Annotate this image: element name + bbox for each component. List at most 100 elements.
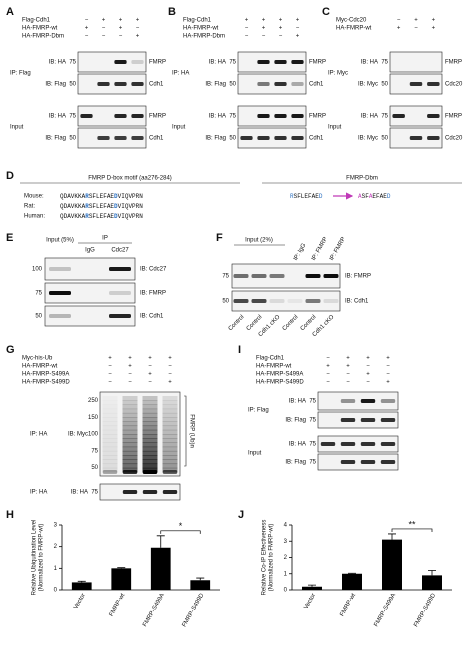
- error-bar: [428, 570, 436, 576]
- mw-label: 50: [91, 465, 98, 471]
- mw-label: 75: [229, 60, 236, 66]
- sequence-part: R: [85, 193, 89, 200]
- bar: [342, 573, 362, 590]
- treatment-sign: −: [168, 364, 172, 370]
- smear: [122, 455, 138, 460]
- ib-label: IB: Cdc27: [140, 267, 167, 273]
- treatment-sign: +: [397, 26, 401, 32]
- panel-letter: G: [6, 344, 15, 356]
- band: [274, 114, 287, 118]
- band: [409, 82, 423, 86]
- smear: [103, 396, 118, 401]
- smear: [102, 429, 118, 435]
- band: [360, 399, 376, 403]
- error-bar: [156, 535, 165, 548]
- smear: [122, 400, 138, 405]
- treatment-sign: −: [102, 26, 106, 32]
- treatment-sign: +: [386, 356, 390, 362]
- y-axis-label: Relative Co-IP Effectiveness: [262, 520, 268, 596]
- band: [97, 136, 110, 140]
- ib-label: IB: Cdh1: [345, 299, 369, 305]
- blot: [44, 282, 136, 304]
- treatment-label: HA-FMRP-Dbm: [22, 34, 64, 40]
- mw-label: 75: [309, 442, 316, 448]
- band: [109, 314, 131, 318]
- band: [142, 490, 158, 494]
- treatment-sign: +: [168, 356, 172, 362]
- treatment-sign: +: [262, 18, 266, 24]
- band: [274, 82, 287, 86]
- band: [251, 299, 267, 303]
- sequence-part: SFLEFAE: [89, 203, 115, 210]
- band: [269, 274, 285, 278]
- band: [380, 442, 396, 446]
- smear: [142, 455, 158, 460]
- sequence-part: VIQVPRN: [118, 203, 144, 210]
- smear: [122, 396, 138, 401]
- treatment-sign: −: [386, 372, 390, 378]
- smear: [162, 408, 178, 414]
- smear: [162, 396, 178, 401]
- x-tick-label: FMRP-wt: [339, 593, 357, 618]
- smear: [142, 438, 158, 443]
- treatment-sign: −: [326, 356, 330, 362]
- group-label: Input: [328, 125, 342, 131]
- treatment-sign: +: [326, 364, 330, 370]
- band: [409, 136, 423, 140]
- smear: [122, 408, 138, 414]
- smear: [142, 421, 158, 427]
- treatment-sign: +: [432, 26, 436, 32]
- group-label: IP: HA: [172, 71, 189, 77]
- band: [233, 274, 249, 278]
- panel-letter: D: [6, 170, 14, 182]
- treatment-sign: −: [108, 364, 112, 370]
- protein-label: FMRP: [309, 60, 326, 66]
- treatment-sign: +: [245, 18, 249, 24]
- band: [380, 418, 396, 422]
- sequence-part: QDAVKKA: [60, 193, 86, 200]
- treatment-label: Flag-Cdh1: [183, 18, 212, 24]
- group-label: IP: Flag: [10, 71, 31, 77]
- band: [360, 442, 376, 446]
- treatment-label: HA-FMRP-Dbm: [183, 34, 225, 40]
- band: [257, 114, 270, 118]
- band: [102, 470, 118, 474]
- x-tick-label: Vector: [303, 593, 317, 611]
- error-bar: [77, 580, 86, 583]
- band: [427, 114, 440, 118]
- ib-label: IB: Myc: [68, 432, 88, 438]
- sequence: RSFLEFAED: [290, 193, 323, 200]
- sequence: QDAVKKARSFLEFAEDVIQVPRN: [60, 203, 143, 210]
- treatment-label: HA-FMRP-S499D: [256, 380, 304, 386]
- treatment-sign: +: [432, 18, 436, 24]
- group-label: IP: HA: [30, 490, 47, 496]
- smear: [122, 429, 138, 435]
- protein-label: FMRP: [445, 114, 462, 120]
- band: [257, 82, 270, 86]
- significance-bracket: [160, 530, 201, 534]
- treatment-sign: −: [279, 34, 283, 40]
- treatment-sign: +: [128, 356, 132, 362]
- lane-label: Cdc27: [111, 248, 129, 254]
- mw-label: 100: [88, 432, 99, 438]
- panel-letter: F: [216, 232, 223, 244]
- treatment-label: Flag-Cdh1: [256, 356, 285, 362]
- band: [114, 82, 127, 86]
- treatment-sign: −: [414, 26, 418, 32]
- band: [122, 470, 138, 474]
- smear: [102, 442, 118, 448]
- x-tick-label: FMRP-S499D: [181, 592, 205, 628]
- sequence-part: SF: [362, 193, 370, 200]
- band: [114, 60, 127, 64]
- ib-label: IB: Myc: [358, 82, 378, 88]
- treatment-sign: −: [102, 34, 106, 40]
- treatment-sign: −: [296, 26, 300, 32]
- smear: [162, 417, 178, 422]
- smear: [142, 412, 158, 418]
- mw-label: 50: [229, 82, 236, 88]
- blot: [237, 73, 307, 95]
- species-label: Mouse:: [24, 194, 44, 200]
- sequence-part: VIQVPRN: [118, 213, 144, 220]
- input-label: Input (5%): [46, 238, 74, 244]
- y-tick-label: 4: [284, 523, 288, 529]
